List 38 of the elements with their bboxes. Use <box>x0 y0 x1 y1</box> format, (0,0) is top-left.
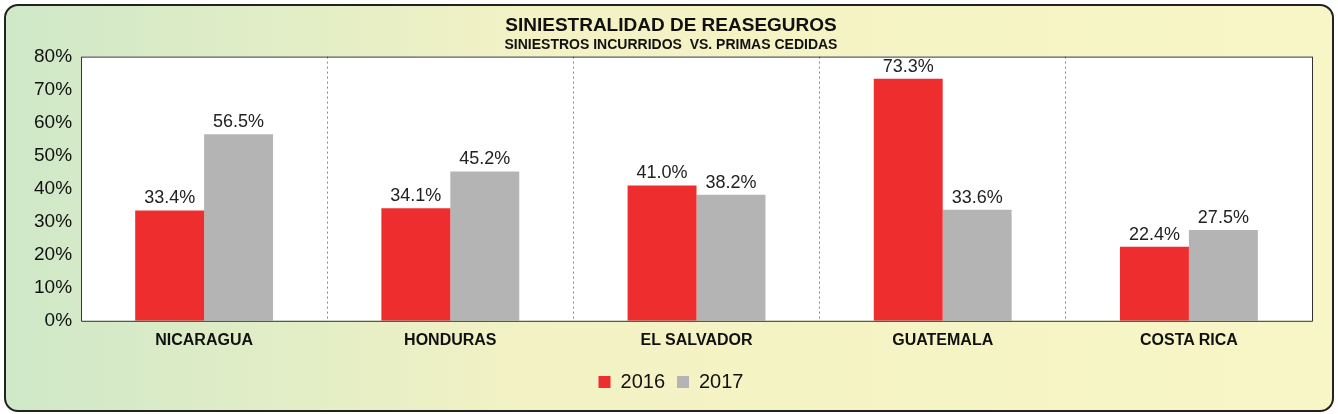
bar <box>381 208 451 321</box>
x-tick-label: EL SALVADOR <box>640 330 753 348</box>
bar <box>204 134 274 321</box>
text: 34.1% <box>390 185 442 206</box>
y-tick-label: 80% <box>34 44 73 66</box>
bar <box>696 194 766 321</box>
bar <box>942 209 1012 321</box>
text: 45.2% <box>459 148 511 169</box>
x-tick-label: NICARAGUA <box>155 330 254 348</box>
bar <box>627 185 697 321</box>
y-tick-label: 0% <box>44 309 73 331</box>
x-tick-label: COSTA RICA <box>1140 330 1239 348</box>
y-tick-label: 40% <box>34 176 73 198</box>
bar <box>450 171 520 321</box>
y-tick-label: 50% <box>34 143 73 165</box>
y-tick-label: 30% <box>34 209 73 231</box>
text: 33.6% <box>951 186 1003 207</box>
text: 73.3% <box>882 55 934 76</box>
y-tick-label: 20% <box>34 242 73 264</box>
x-tick-label: GUATEMALA <box>892 330 994 348</box>
chart-title: SINIESTRALIDAD DE REASEGUROS <box>505 13 837 35</box>
y-tick-label: 70% <box>34 77 73 99</box>
text: 38.2% <box>705 171 757 192</box>
legend-label: 2016 <box>620 369 666 392</box>
text: 33.4% <box>144 187 196 208</box>
text: 22.4% <box>1128 223 1180 244</box>
bar <box>1119 246 1189 321</box>
text: 27.5% <box>1197 206 1249 227</box>
y-tick-label: 60% <box>34 110 73 132</box>
bar <box>1188 229 1258 321</box>
x-tick-label: HONDURAS <box>404 330 497 348</box>
text: 41.0% <box>636 162 688 183</box>
y-tick-label: 10% <box>34 276 73 298</box>
chart-subtitle: SINIESTROS INCURRIDOS VS. PRIMAS CEDIDAS <box>504 36 838 53</box>
legend-label: 2017 <box>699 369 744 392</box>
text: 56.5% <box>213 111 265 132</box>
bar <box>873 78 943 321</box>
bar <box>135 210 205 321</box>
